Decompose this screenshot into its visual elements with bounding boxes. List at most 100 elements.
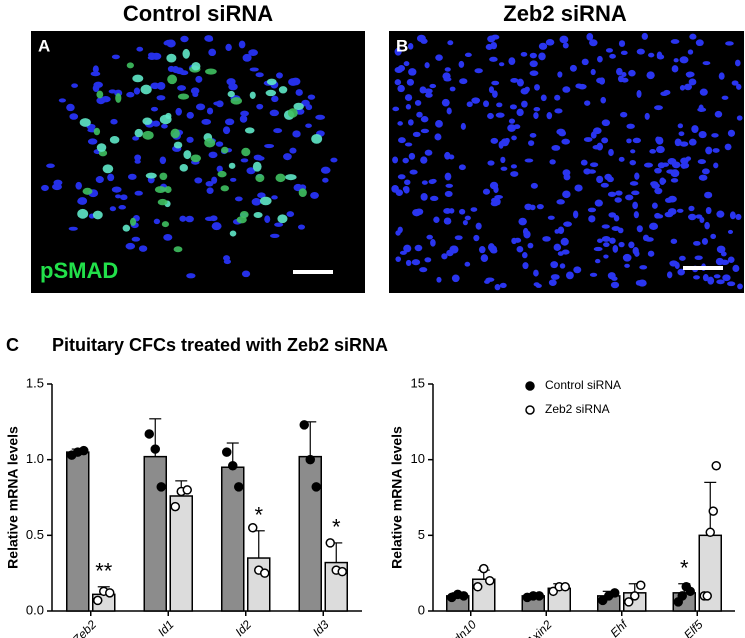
nucleus <box>575 83 583 89</box>
y-tick-label: 0 <box>418 602 425 617</box>
data-point <box>248 523 258 533</box>
nucleus <box>253 154 263 161</box>
nucleus <box>500 156 506 164</box>
significance: ** <box>95 559 113 584</box>
nucleus <box>208 151 218 159</box>
nucleus <box>639 265 648 270</box>
nucleus <box>420 116 429 123</box>
nucleus <box>412 131 421 138</box>
x-tick-label: Id3 <box>310 617 332 638</box>
nucleus <box>601 235 611 242</box>
psmad-cell <box>217 170 227 178</box>
nucleus <box>646 71 655 80</box>
bar <box>298 455 322 612</box>
nucleus <box>269 233 280 238</box>
data-point <box>337 566 347 577</box>
nucleus <box>629 181 639 186</box>
nucleus <box>654 187 663 195</box>
nucleus <box>656 145 665 154</box>
nucleus <box>613 215 620 222</box>
data-point <box>305 454 315 465</box>
nucleus <box>554 94 561 101</box>
nucleus <box>540 94 547 102</box>
nucleus <box>494 194 503 199</box>
psmad-cell <box>259 196 272 206</box>
nucleus <box>395 230 401 236</box>
panel-title: Control siRNA <box>123 1 273 26</box>
nucleus <box>286 211 295 217</box>
nucleus <box>195 75 203 83</box>
nucleus <box>533 112 539 120</box>
nucleus <box>671 161 681 169</box>
nucleus <box>562 190 571 199</box>
nucleus <box>126 91 135 98</box>
nucleus <box>612 244 619 253</box>
nucleus <box>618 40 626 47</box>
nucleus <box>563 221 572 227</box>
nucleus <box>563 173 571 181</box>
nucleus <box>673 58 679 63</box>
nucleus <box>701 168 710 175</box>
nucleus <box>403 61 410 67</box>
nucleus <box>451 274 460 283</box>
nucleus <box>712 148 720 153</box>
bar <box>169 495 193 612</box>
psmad-cell <box>170 128 180 139</box>
nucleus <box>289 147 297 154</box>
nucleus <box>216 165 223 173</box>
nucleus <box>596 175 604 184</box>
bar <box>66 451 90 612</box>
nucleus <box>211 176 218 184</box>
nucleus <box>615 190 623 196</box>
nucleus <box>643 162 653 168</box>
nucleus <box>631 190 640 196</box>
nucleus <box>489 181 499 190</box>
nucleus <box>408 152 416 160</box>
psmad-cell <box>275 173 286 183</box>
nucleus <box>190 87 200 95</box>
nucleus <box>626 123 635 129</box>
nucleus <box>611 226 621 231</box>
x-tick-label: Axin2 <box>523 617 555 638</box>
nucleus <box>688 205 695 212</box>
nucleus <box>180 35 189 43</box>
nucleus <box>647 250 655 257</box>
psmad-cell <box>82 187 93 195</box>
data-point <box>105 588 115 598</box>
nucleus <box>667 208 677 216</box>
nucleus <box>580 159 588 166</box>
nucleus <box>507 124 516 132</box>
psmad-cell <box>253 211 263 219</box>
nucleus <box>715 257 724 266</box>
nucleus <box>115 194 122 199</box>
y-tick-label: 0.0 <box>26 602 44 617</box>
nucleus <box>441 253 448 260</box>
data-point <box>150 444 160 454</box>
data-point <box>156 482 166 492</box>
nucleus <box>522 227 529 236</box>
nucleus <box>109 206 117 212</box>
nucleus <box>397 174 406 180</box>
nucleus <box>392 106 400 112</box>
nucleus <box>416 111 423 118</box>
data-point <box>534 591 544 601</box>
nucleus <box>572 210 579 219</box>
y-tick-label: 5 <box>418 527 425 542</box>
y-axis-label: Relative mRNA levels <box>5 426 21 569</box>
nucleus <box>670 178 679 183</box>
nucleus <box>425 92 433 98</box>
nucleus <box>633 211 639 219</box>
nucleus <box>598 77 606 85</box>
nucleus <box>459 78 468 85</box>
nucleus <box>534 84 540 91</box>
nucleus <box>670 169 680 178</box>
nucleus <box>398 137 406 144</box>
nucleus <box>561 249 570 255</box>
nucleus <box>405 104 412 110</box>
nucleus <box>459 208 466 215</box>
nucleus <box>676 208 684 213</box>
psmad-cell <box>191 61 201 71</box>
nucleus <box>90 71 101 77</box>
psmad-cell <box>239 211 249 219</box>
nucleus <box>666 271 673 279</box>
